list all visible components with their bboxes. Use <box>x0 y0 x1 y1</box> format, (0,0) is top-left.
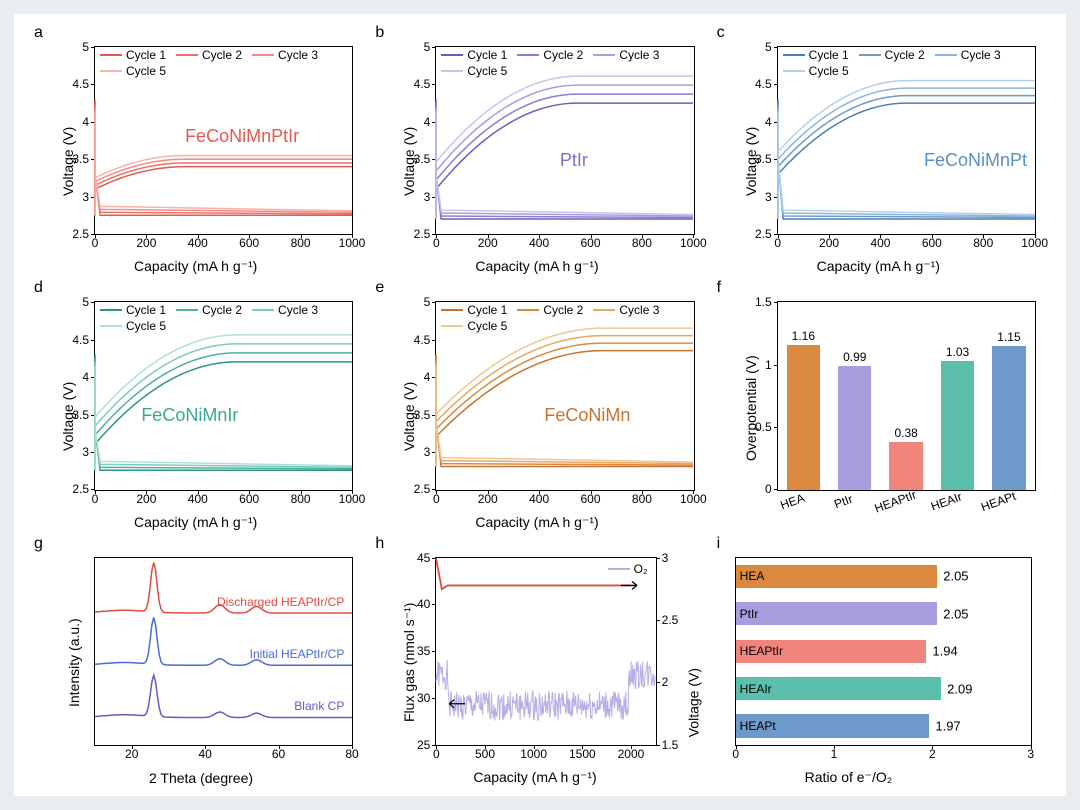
panel-c: c 020040060080010002.533.544.55FeCoNiMnP… <box>711 24 1052 279</box>
figure-grid: a 020040060080010002.533.544.55FeCoNiMnP… <box>14 14 1066 796</box>
panel-c-tag: c <box>717 24 725 42</box>
panel-b: b 020040060080010002.533.544.55PtIrVolta… <box>369 24 710 279</box>
panel-b-tag: b <box>375 24 384 42</box>
panel-h: h 050010001500200025303540451.522.53Volt… <box>369 535 710 790</box>
panel-i: i 0123HEA2.05PtIr2.05HEAPtIr1.94HEAIr2.0… <box>711 535 1052 790</box>
panel-d: d 020040060080010002.533.544.55FeCoNiMnI… <box>28 279 369 534</box>
panel-e: e 020040060080010002.533.544.55FeCoNiMnV… <box>369 279 710 534</box>
panel-f-tag: f <box>717 279 721 297</box>
panel-d-tag: d <box>34 279 43 297</box>
page: a 020040060080010002.533.544.55FeCoNiMnP… <box>0 0 1080 810</box>
panel-f: f 00.511.51.16HEA0.99PtIr0.38HEAPtIr1.03… <box>711 279 1052 534</box>
panel-g: g 20406080Discharged HEAPtIr/CPInitial H… <box>28 535 369 790</box>
panel-g-tag: g <box>34 535 43 553</box>
panel-a: a 020040060080010002.533.544.55FeCoNiMnP… <box>28 24 369 279</box>
panel-h-tag: h <box>375 535 384 553</box>
panel-a-tag: a <box>34 24 43 42</box>
panel-e-tag: e <box>375 279 384 297</box>
